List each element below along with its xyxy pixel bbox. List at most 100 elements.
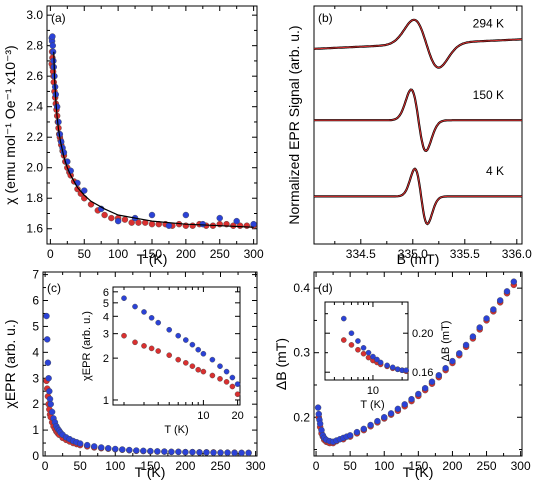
- panel-d-point: [415, 390, 422, 398]
- panel-c-inset-point: [195, 346, 202, 353]
- panel-c-point: [119, 446, 126, 453]
- panel-c-inset-point: [183, 360, 189, 366]
- panel-c-inset-point: [223, 368, 230, 375]
- panel-c-inset-point: [234, 381, 241, 387]
- panel-c-inset-point: [175, 356, 182, 363]
- panel-a-point: [135, 219, 142, 226]
- panel-c-inset-y-tick-label: 4: [103, 311, 109, 323]
- panel-d-point: [469, 333, 477, 340]
- panel-d-point: [449, 357, 456, 365]
- panel-d-inset-point: [360, 350, 367, 357]
- panel-a: 0 50 100 150 200 250 300 1.6 1.8 2.0 2.2 2.4 2.6 2.8 3…: [2, 5, 264, 267]
- panel-d-y-tick-label: 0.2: [293, 410, 310, 424]
- panel-c-point: [112, 445, 119, 453]
- panel-b-x-tick-label: 335.5: [450, 247, 480, 261]
- panel-d-point: [483, 315, 490, 322]
- panel-d-point: [476, 324, 483, 331]
- panel-d-inset-point: [384, 362, 390, 369]
- panel-a-point: [216, 214, 223, 222]
- panel-d-inset: 10 0.16 0.20 ΔB (mT) T (K): [324, 301, 452, 411]
- panel-d-inset-ylabel: ΔB (mT): [440, 321, 452, 362]
- panel-a-x-tick-label: 50: [78, 247, 92, 261]
- panel-d-point: [387, 410, 395, 417]
- panel-a-point: [189, 222, 196, 229]
- panel-c-inset-point: [189, 363, 196, 369]
- panel-c-inset-point: [166, 326, 173, 333]
- panel-c-point: [175, 448, 182, 456]
- panel-c-inset-point: [223, 379, 230, 385]
- panel-d-x-tick-label: 200: [442, 459, 462, 473]
- panel-d-point: [496, 297, 504, 304]
- panel-d-inset-point: [403, 367, 409, 374]
- panel-a-point: [233, 217, 240, 225]
- panel-a-y-tick-label: 1.6: [26, 222, 43, 236]
- panel-c-label: (c): [47, 281, 61, 295]
- panel-c-inset-y-tick-label: 3: [103, 329, 109, 341]
- panel-a-point: [243, 222, 251, 229]
- panel-a-point: [148, 220, 156, 228]
- panel-a-y-tick-label: 2.0: [26, 161, 43, 175]
- panel-a-x-tick-label: 200: [176, 247, 196, 261]
- panel-c-x-tick-label: 100: [105, 459, 125, 473]
- panel-c-point: [84, 441, 91, 449]
- panel-d-point: [360, 425, 367, 433]
- panel-d-ylabel: ΔB (mT): [273, 338, 289, 390]
- panel-c-inset-point: [200, 368, 207, 375]
- panel-c-x-tick-label: 250: [210, 459, 230, 473]
- panel-a-point: [114, 217, 122, 225]
- panel-a-y-tick-label: 2.6: [26, 69, 43, 83]
- panel-c-inset-point: [166, 352, 173, 358]
- panel-a-point: [81, 195, 88, 202]
- panel-c-inset-point: [132, 339, 138, 346]
- panel-b-frame: [313, 5, 523, 245]
- panel-b-x-tick-label: 334.5: [346, 247, 376, 261]
- panel-c-point: [217, 449, 224, 456]
- panel-c-y-tick-label: 3: [32, 371, 39, 385]
- panel-c-y-tick-label: 0: [32, 449, 39, 463]
- panel-d-inset-x-tick-label: 10: [367, 385, 379, 397]
- panel-c-point: [147, 447, 154, 455]
- panel-c-point: [45, 375, 52, 382]
- panel-c-point: [161, 448, 168, 455]
- panel-d-inset-xlabel: T (K): [360, 399, 384, 411]
- panel-a-point: [128, 219, 135, 226]
- panel-c-y-tick-label: 6: [32, 294, 39, 308]
- panel-d-point: [435, 372, 442, 379]
- panel-a-ylabel: χ (emu mol⁻¹ Oe⁻¹ x10⁻³): [2, 45, 18, 204]
- panel-d-y-tick-label: 0.3: [293, 346, 310, 360]
- panel-d-point: [490, 306, 497, 313]
- panel-a-x-tick-label: 250: [210, 247, 230, 261]
- panel-b-x-tick-label: 336.0: [502, 247, 532, 261]
- panel-c-point: [203, 449, 210, 456]
- panel-c-x-tick-label: 50: [74, 459, 88, 473]
- panel-c-ylabel: χEPR (arb. u.): [2, 319, 18, 408]
- panel-c-inset-point: [209, 356, 216, 363]
- panel-c-point: [140, 447, 147, 455]
- panel-c-inset-point: [183, 337, 189, 343]
- panel-c-point: [46, 388, 53, 395]
- panel-d-point: [503, 288, 511, 295]
- panel-b-spectrum-fit: [314, 19, 523, 69]
- panel-c-inset-point: [148, 345, 155, 352]
- panel-d-inset-y-tick-label: 0.16: [412, 367, 433, 379]
- panel-c-point: [133, 447, 140, 454]
- panel-c-y-tick-label: 7: [32, 268, 39, 282]
- panel-a-point: [101, 211, 108, 219]
- panel-c-point: [47, 400, 54, 408]
- panel-c-point: [196, 449, 203, 456]
- panel-c-point: [48, 408, 56, 416]
- panel-d-point: [456, 350, 463, 357]
- panel-d-x-tick-label: 250: [477, 459, 497, 473]
- panel-d-point: [314, 404, 322, 411]
- panel-a-point: [121, 216, 129, 223]
- panel-c-point: [154, 448, 161, 455]
- panel-c-point: [126, 446, 133, 454]
- panel-b-spectrum-fit: [314, 168, 522, 225]
- panel-c-inset-y-tick-label: 6: [103, 287, 109, 299]
- panel-b-spectrum-fit: [314, 89, 522, 152]
- panel-d-point: [394, 405, 402, 413]
- panel-c-point: [245, 449, 252, 457]
- panel-c-point: [168, 448, 175, 456]
- panel-c-x-tick-label: 300: [246, 459, 266, 473]
- panel-a-x-tick-label: 300: [244, 247, 264, 261]
